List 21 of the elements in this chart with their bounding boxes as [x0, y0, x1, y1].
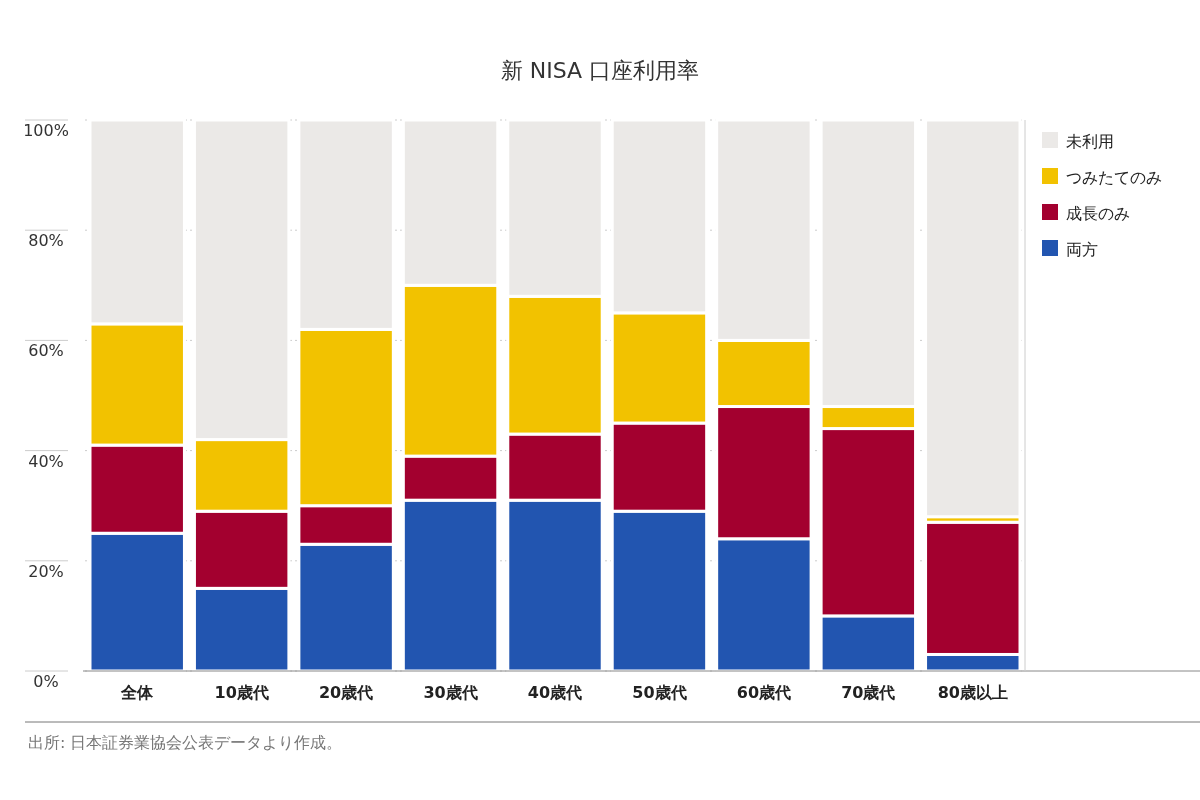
x-tick-label: 60歳代	[736, 683, 792, 702]
x-tick-label: 全体	[120, 683, 155, 702]
legend-label: 成長のみ	[1066, 204, 1130, 223]
text: 出所: 日本証券業協会公表データより作成。	[28, 733, 343, 752]
y-tick-label: 60%	[28, 341, 64, 361]
y-tick-label: 0%	[33, 672, 59, 691]
y-tick-label: 100%	[23, 121, 69, 140]
chart-title: 新 NISA 口座利用率	[500, 58, 700, 83]
x-tick-label: 40歳代	[527, 683, 583, 702]
x-tick-label: 70歳代	[841, 683, 896, 702]
x-tick-label: 10歳代	[214, 683, 269, 702]
text: 未利用	[1066, 132, 1114, 151]
x-tick-label: 20歳代	[318, 683, 374, 702]
x-tick-label: 50歳代	[632, 683, 687, 702]
y-tick-label: 20%	[28, 561, 64, 581]
y-tick-label: 40%	[28, 451, 64, 471]
x-tick-label: 30歳代	[423, 683, 478, 702]
legend-label: 両方	[1066, 240, 1098, 259]
y-tick-label: 80%	[28, 231, 64, 251]
legend-label: つみたてのみ	[1066, 168, 1162, 187]
x-tick-label: 80歳以上	[937, 683, 1008, 702]
